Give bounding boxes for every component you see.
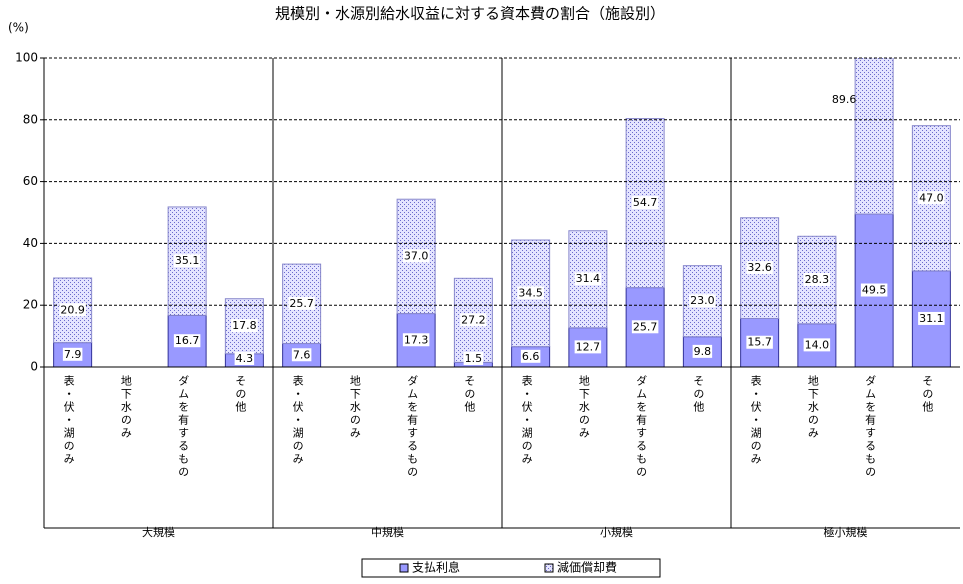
value-label: 49.5: [862, 284, 887, 297]
value-label: 54.7: [633, 196, 658, 209]
value-label: 34.5: [518, 286, 543, 299]
x-tick-label: 地下水のみ: [348, 375, 361, 440]
x-tick-label: 地下水のみ: [806, 375, 819, 440]
x-tick-label: その他: [463, 375, 476, 414]
x-tick-label: ダムを有するもの: [177, 375, 190, 479]
value-label-bg: [402, 249, 430, 263]
value-label: 15.7: [747, 336, 772, 349]
value-label-bg: [463, 352, 484, 365]
value-label-bg: [231, 319, 258, 333]
value-label: 25.7: [633, 320, 658, 333]
x-tick-label: その他: [692, 375, 705, 414]
value-label: 25.7: [289, 297, 314, 310]
x-tick-label: その他: [234, 375, 247, 414]
y-tick-label: 40: [23, 236, 38, 250]
x-tick-label: 地下水のみ: [577, 375, 590, 440]
value-label: 31.4: [576, 272, 601, 285]
y-axis-label: (%): [8, 21, 29, 35]
value-label-bg: [402, 333, 430, 347]
value-label: 6.6: [522, 350, 540, 363]
value-label: 14.0: [805, 338, 830, 351]
x-tick-label: ダムを有するもの: [864, 375, 877, 479]
value-label-bg: [918, 191, 945, 205]
value-label: 35.1: [175, 254, 200, 267]
value-label: 1.5: [465, 352, 483, 365]
value-label-bg: [631, 196, 659, 210]
value-label-bg: [918, 311, 945, 325]
value-label: 47.0: [919, 191, 944, 204]
value-label-bg: [803, 338, 831, 352]
value-label-bg: [631, 320, 659, 334]
value-label: 89.6: [832, 93, 857, 106]
legend-swatch: [544, 563, 554, 573]
value-label: 27.2: [461, 313, 486, 326]
x-tick-label: 表・伏・湖のみ: [749, 374, 762, 466]
x-tick-label: ダムを有するもの: [406, 375, 419, 479]
value-label: 9.8: [694, 345, 712, 358]
value-label-bg: [692, 344, 713, 358]
group-label: 中規模: [371, 525, 404, 539]
value-label: 4.3: [236, 352, 254, 365]
x-tick-label: ダムを有するもの: [635, 375, 648, 479]
value-label-bg: [520, 349, 541, 363]
group-label: 大規模: [142, 525, 175, 539]
y-tick-label: 20: [23, 298, 38, 312]
value-label-bg: [173, 334, 201, 348]
group-label: 極小規模: [824, 525, 868, 539]
value-label: 12.7: [576, 340, 601, 353]
value-label-bg: [689, 294, 716, 308]
bar-segment: [854, 58, 894, 215]
chart-title: 規模別・水源別給水収益に対する資本費の割合（施設別）: [275, 5, 665, 23]
value-label-bg: [517, 286, 544, 300]
value-label-bg: [460, 313, 487, 327]
value-label: 16.7: [175, 334, 200, 347]
value-label-bg: [574, 272, 602, 286]
value-label: 23.0: [690, 294, 715, 307]
value-label-bg: [803, 273, 831, 287]
value-label-bg: [288, 296, 315, 310]
value-label-bg: [234, 352, 255, 365]
value-label: 20.9: [60, 303, 85, 316]
value-label-bg: [59, 303, 86, 317]
value-label-bg: [574, 340, 602, 354]
y-tick-label: 100: [15, 51, 38, 65]
value-label: 32.6: [747, 261, 772, 274]
value-label-bg: [860, 283, 888, 297]
x-tick-label: 表・伏・湖のみ: [520, 374, 533, 466]
value-label: 28.3: [805, 273, 830, 286]
value-label: 17.8: [232, 319, 257, 332]
value-label: 31.1: [919, 312, 944, 325]
value-label-bg: [291, 348, 312, 362]
y-tick-label: 60: [23, 174, 38, 188]
y-tick-label: 0: [30, 360, 38, 374]
value-label: 37.0: [404, 249, 429, 262]
value-label-bg: [173, 254, 201, 268]
x-tick-label: その他: [921, 375, 934, 414]
value-label-bg: [746, 335, 773, 349]
value-label: 7.9: [64, 348, 82, 361]
x-tick-label: 表・伏・湖のみ: [291, 374, 304, 466]
value-label: 17.3: [404, 333, 429, 346]
group-label: 小規模: [600, 525, 633, 539]
y-tick-label: 80: [23, 112, 38, 126]
value-label-bg: [746, 261, 773, 275]
legend-swatch: [399, 563, 409, 573]
x-tick-label: 表・伏・湖のみ: [62, 374, 75, 466]
legend-label: 減価償却費: [557, 560, 617, 575]
x-tick-label: 地下水のみ: [119, 375, 132, 440]
legend-label: 支払利息: [412, 560, 460, 575]
value-label-bg: [62, 347, 83, 361]
legend-box: [361, 558, 661, 578]
value-label: 7.6: [293, 348, 311, 361]
